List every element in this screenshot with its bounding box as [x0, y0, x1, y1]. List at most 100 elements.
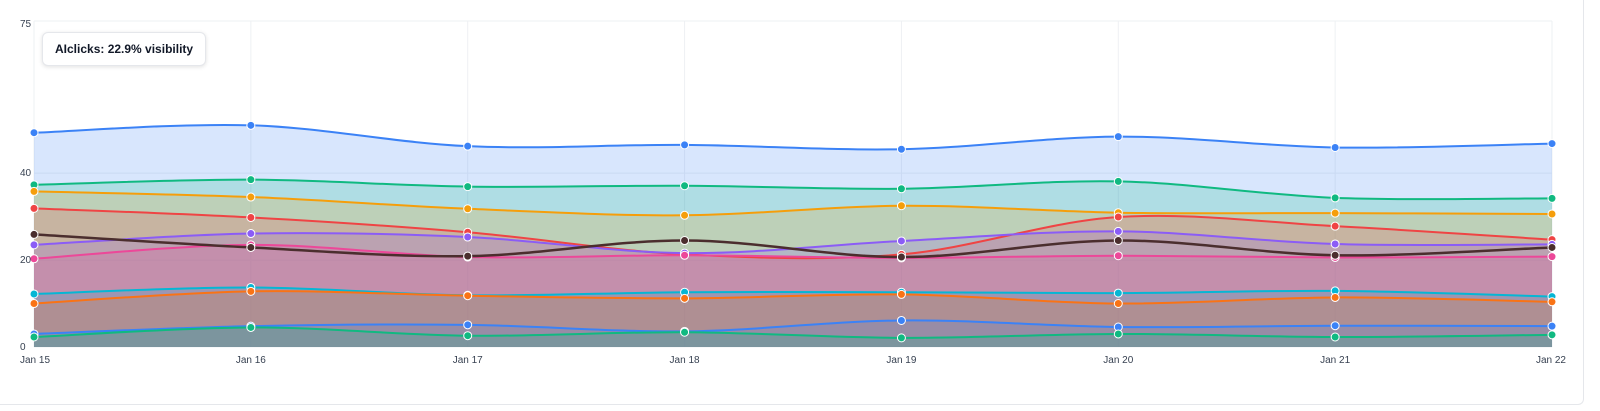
- data-point[interactable]: [1330, 193, 1340, 203]
- data-point[interactable]: [29, 186, 39, 196]
- series-area-0: [34, 124, 1552, 348]
- x-tick-label: Jan 15: [20, 355, 50, 366]
- series-line-3: [33, 207, 1553, 260]
- data-point[interactable]: [1547, 242, 1557, 252]
- data-point[interactable]: [1113, 251, 1123, 261]
- data-point[interactable]: [1547, 330, 1557, 340]
- data-point[interactable]: [246, 242, 256, 252]
- data-point[interactable]: [246, 229, 256, 239]
- series-line-5: [33, 243, 1553, 260]
- series-line-9: [33, 326, 1553, 339]
- series-line-10: [33, 233, 1553, 259]
- series-line-2: [33, 190, 1553, 217]
- data-point[interactable]: [1330, 250, 1340, 260]
- chart-card: 0 20 40 75 Jan 15 Jan 16 Jan 17 Jan 18 Jan 19 Jan…: [0, 0, 1584, 405]
- data-point[interactable]: [463, 141, 473, 151]
- data-point[interactable]: [29, 203, 39, 213]
- data-point[interactable]: [463, 251, 473, 261]
- data-point[interactable]: [1547, 321, 1557, 331]
- data-point[interactable]: [1113, 132, 1123, 142]
- data-point[interactable]: [29, 299, 39, 309]
- data-point[interactable]: [1547, 139, 1557, 149]
- series-line-0: [33, 123, 1553, 151]
- series-areas: [34, 124, 1552, 348]
- series-line-8: [33, 319, 1553, 335]
- series-line-1: [33, 178, 1553, 201]
- data-point[interactable]: [1113, 212, 1123, 222]
- series-area-1: [34, 179, 1552, 347]
- data-point[interactable]: [1330, 208, 1340, 218]
- data-point[interactable]: [680, 181, 690, 191]
- x-tick-label: Jan 17: [453, 355, 483, 366]
- area-chart: 0 20 40 75 Jan 15 Jan 16 Jan 17 Jan 18 Jan 19 Jan…: [20, 19, 1566, 366]
- data-point[interactable]: [246, 192, 256, 202]
- x-tick-label: Jan 16: [236, 355, 266, 366]
- series-line-6: [33, 286, 1553, 298]
- data-point[interactable]: [896, 201, 906, 211]
- data-point[interactable]: [1113, 176, 1123, 186]
- data-point[interactable]: [29, 254, 39, 264]
- data-point[interactable]: [1330, 239, 1340, 249]
- series-area-8: [34, 320, 1552, 347]
- data-point[interactable]: [680, 210, 690, 220]
- series-line-7: [33, 290, 1553, 305]
- data-point[interactable]: [680, 293, 690, 303]
- data-point[interactable]: [680, 250, 690, 260]
- series-points[interactable]: [29, 120, 1557, 343]
- data-point[interactable]: [29, 332, 39, 342]
- data-point[interactable]: [463, 182, 473, 192]
- data-point[interactable]: [896, 333, 906, 343]
- x-tick-label: Jan 20: [1103, 355, 1133, 366]
- series-area-9: [34, 327, 1552, 347]
- series-area-2: [34, 191, 1552, 347]
- data-point[interactable]: [896, 144, 906, 154]
- data-point[interactable]: [1547, 209, 1557, 219]
- data-point[interactable]: [29, 128, 39, 138]
- data-point[interactable]: [1113, 299, 1123, 309]
- series-lines: [33, 123, 1553, 339]
- data-point[interactable]: [896, 236, 906, 246]
- data-point[interactable]: [463, 204, 473, 214]
- y-tick-label: 0: [20, 342, 26, 353]
- axis-labels: 0 20 40 75 Jan 15 Jan 16 Jan 17 Jan 18 Jan 19 Jan…: [20, 19, 1566, 366]
- data-point[interactable]: [896, 289, 906, 299]
- data-point[interactable]: [896, 315, 906, 325]
- data-point[interactable]: [246, 175, 256, 185]
- data-point[interactable]: [1547, 193, 1557, 203]
- data-point[interactable]: [1330, 221, 1340, 231]
- data-point[interactable]: [246, 322, 256, 332]
- x-tick-label: Jan 19: [886, 355, 916, 366]
- chart-tooltip: AIclicks: 22.9% visibility: [42, 32, 207, 66]
- data-point[interactable]: [1330, 142, 1340, 152]
- data-point[interactable]: [1113, 288, 1123, 298]
- data-point[interactable]: [29, 240, 39, 250]
- data-point[interactable]: [246, 120, 256, 130]
- data-point[interactable]: [246, 286, 256, 296]
- data-point[interactable]: [1330, 332, 1340, 342]
- x-tick-label: Jan 21: [1320, 355, 1350, 366]
- data-point[interactable]: [463, 331, 473, 341]
- data-point[interactable]: [896, 184, 906, 194]
- series-area-4: [34, 231, 1552, 347]
- data-point[interactable]: [463, 232, 473, 242]
- data-point[interactable]: [680, 327, 690, 337]
- data-point[interactable]: [1330, 292, 1340, 302]
- data-point[interactable]: [1113, 226, 1123, 236]
- data-point[interactable]: [1330, 321, 1340, 331]
- data-point[interactable]: [29, 289, 39, 299]
- y-tick-label: 20: [20, 255, 32, 266]
- data-point[interactable]: [896, 252, 906, 262]
- data-point[interactable]: [1547, 252, 1557, 262]
- data-point[interactable]: [680, 140, 690, 150]
- data-point[interactable]: [246, 212, 256, 222]
- data-point[interactable]: [463, 291, 473, 301]
- data-point[interactable]: [680, 236, 690, 246]
- x-tick-label: Jan 22: [1536, 355, 1566, 366]
- data-point[interactable]: [463, 320, 473, 330]
- x-tick-label: Jan 18: [670, 355, 700, 366]
- data-point[interactable]: [1547, 297, 1557, 307]
- y-tick-label: 40: [20, 168, 32, 179]
- data-point[interactable]: [1113, 236, 1123, 246]
- data-point[interactable]: [29, 229, 39, 239]
- data-point[interactable]: [1113, 329, 1123, 339]
